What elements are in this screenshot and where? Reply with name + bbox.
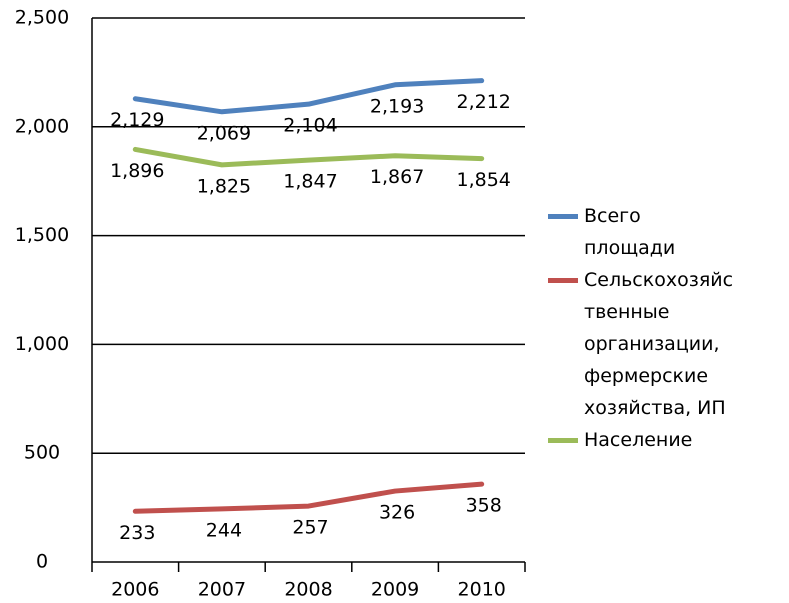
- x-tick-label: 2006: [111, 579, 159, 601]
- x-tick-label: 2009: [371, 579, 419, 601]
- legend-label: Сельскохозяйственные организации, фермер…: [584, 269, 734, 419]
- y-tick-label: 1,000: [15, 333, 69, 355]
- data-label: 1,825: [197, 175, 251, 197]
- series-line: [132, 78, 485, 115]
- legend-label: Всего площади: [584, 205, 676, 259]
- legend-entry: Всего площади: [548, 200, 738, 264]
- y-tick-label: 1,500: [15, 224, 69, 246]
- legend-entry: Сельскохозяйственные организации, фермер…: [548, 264, 738, 424]
- legend-entry: Население: [548, 424, 738, 456]
- legend: Всего площади Сельскохозяйственные органи…: [548, 200, 738, 456]
- data-label: 1,896: [110, 160, 164, 182]
- y-tick-label: 500: [24, 442, 60, 464]
- data-label: 2,129: [110, 109, 164, 131]
- data-label: 1,847: [283, 171, 337, 193]
- data-label: 244: [206, 519, 242, 541]
- data-label: 2,069: [197, 122, 251, 144]
- data-label: 2,104: [283, 115, 337, 137]
- data-label: 257: [292, 517, 328, 539]
- data-label: 326: [379, 502, 415, 524]
- y-tick-label: 2,000: [15, 115, 69, 137]
- series-line: [132, 146, 485, 168]
- series-line: [132, 481, 485, 514]
- data-label: 2,193: [370, 95, 424, 117]
- y-tick-label: 2,500: [15, 7, 69, 29]
- y-tick-label: 0: [36, 551, 48, 573]
- data-label: 2,212: [456, 91, 510, 113]
- legend-swatch: [548, 214, 578, 219]
- data-label: 358: [466, 495, 502, 517]
- x-tick-label: 2010: [458, 579, 506, 601]
- data-label: 1,867: [370, 166, 424, 188]
- legend-swatch: [548, 438, 578, 443]
- x-tick-label: 2007: [198, 579, 246, 601]
- data-label: 233: [119, 522, 155, 544]
- data-label: 1,854: [456, 169, 510, 191]
- legend-label: Население: [584, 429, 693, 451]
- x-tick-label: 2008: [284, 579, 332, 601]
- legend-swatch: [548, 278, 578, 283]
